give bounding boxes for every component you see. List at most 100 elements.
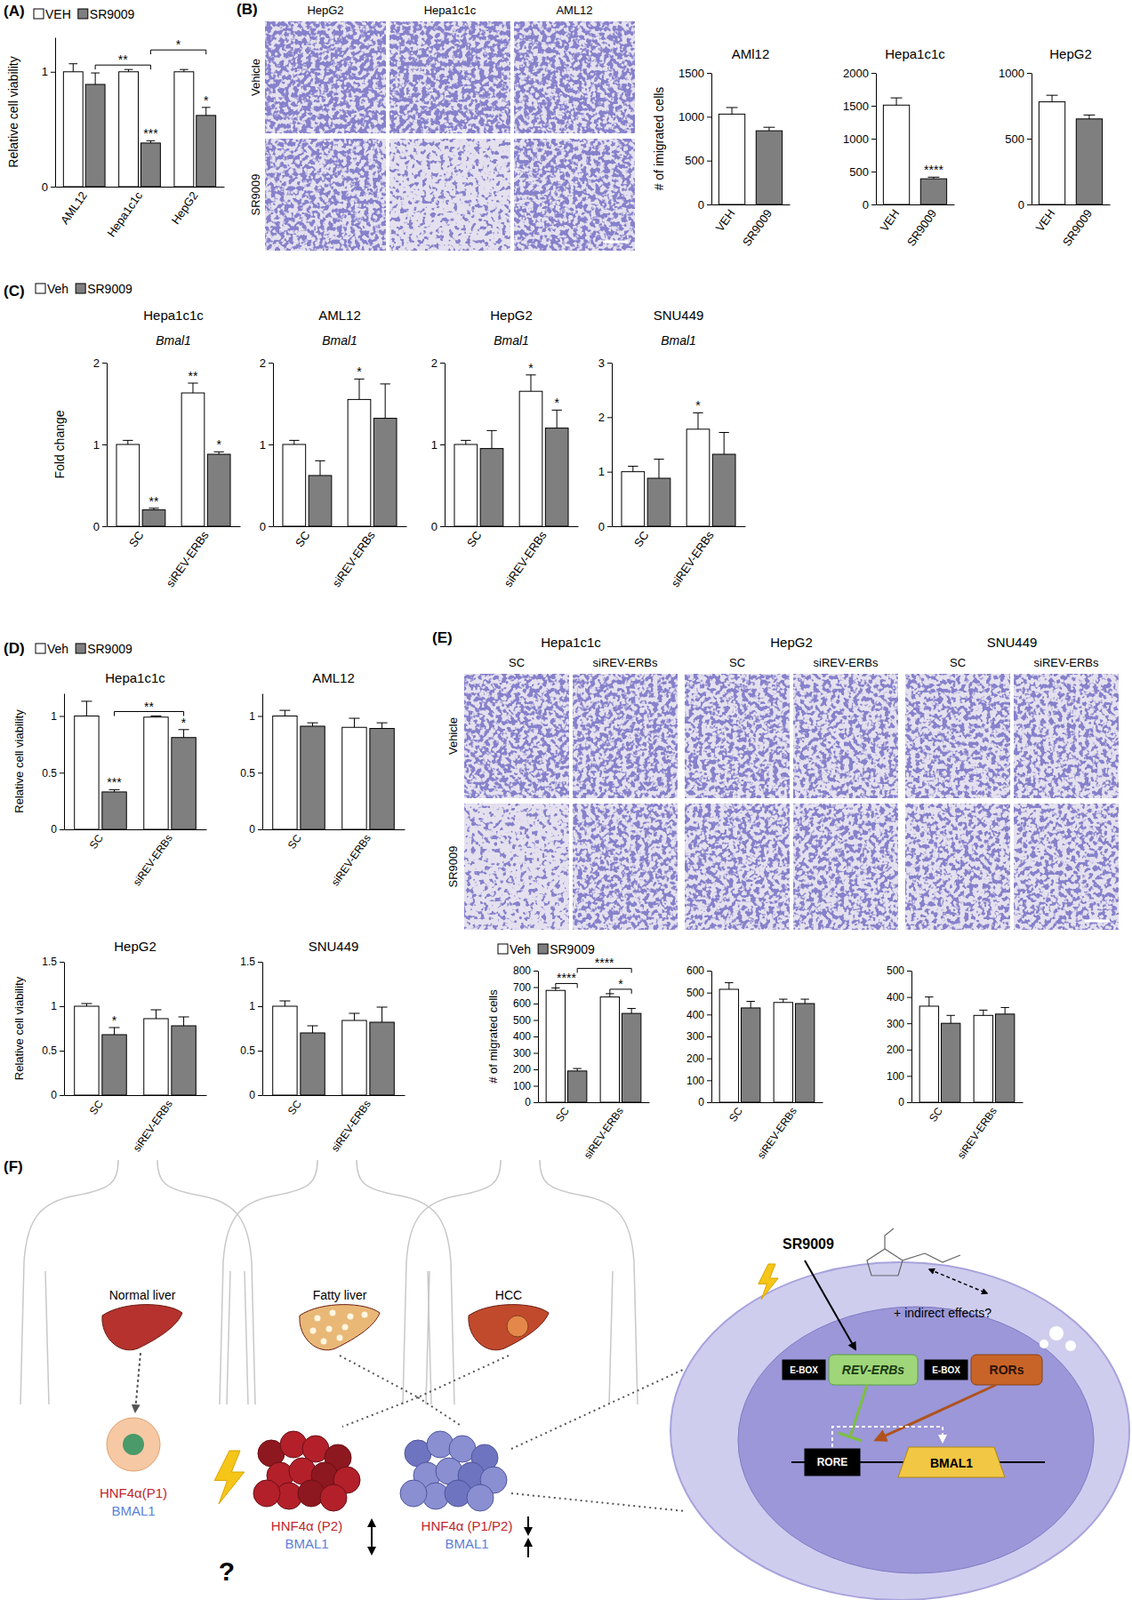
- image-group-title: SNU449: [987, 634, 1038, 651]
- y-tick-label: 1.5: [41, 955, 57, 969]
- x-tick-label: VEH: [1033, 207, 1059, 235]
- y-tick-mark: [533, 1102, 538, 1104]
- bar: [181, 393, 205, 527]
- legend-label: VEH: [45, 7, 72, 22]
- y-tick-label: 300: [886, 1018, 905, 1031]
- micrograph-background: [793, 674, 899, 799]
- y-tick: 3: [598, 356, 612, 370]
- bar: [686, 429, 710, 527]
- y-axis: 00.511.5: [41, 955, 65, 1102]
- legend-label: Veh: [509, 942, 531, 957]
- x-axis: SCsiREV-ERBs: [263, 1096, 406, 1156]
- micrograph-stain: [389, 138, 511, 251]
- bar: [342, 727, 367, 830]
- micrograph-stain: [1013, 674, 1119, 799]
- y-tick-mark: [533, 1003, 538, 1005]
- bar: [272, 716, 298, 831]
- image-column-label: HepG2: [306, 3, 344, 17]
- legend-label: SR9009: [549, 942, 595, 957]
- x-axis: VEHSR9009: [876, 205, 956, 249]
- error-bar: [572, 1068, 581, 1072]
- bar: [883, 104, 909, 205]
- significance-label: ***: [106, 775, 122, 790]
- error-bar: [1046, 95, 1059, 102]
- plot-area: [883, 97, 947, 205]
- inhibition-bar: [838, 1433, 862, 1442]
- y-tick: 300: [886, 1018, 912, 1031]
- y-tick-mark: [102, 526, 107, 528]
- legend-swatch: [33, 8, 44, 19]
- bar: [545, 428, 569, 527]
- y-tick-label: 0: [50, 1089, 57, 1102]
- chart: 00.51SCsiREV-ERBsAML12: [240, 670, 405, 889]
- chart-subtitle: Bmal1: [321, 333, 358, 348]
- y-tick-mark: [1027, 204, 1032, 206]
- y-tick-mark: [1027, 138, 1032, 140]
- chart: 012SCsiREV-ERBsHepa1c1cBmal1Fold changeV…: [35, 281, 241, 590]
- y-tick-mark: [50, 186, 56, 188]
- x-tick: AML12: [57, 189, 90, 227]
- element-label: RORE: [817, 1456, 849, 1470]
- x-tick-label: SC: [464, 529, 485, 550]
- y-tick: 2: [259, 356, 273, 370]
- lightning: [214, 1451, 245, 1505]
- connector: [339, 1356, 418, 1398]
- y-tick-mark: [706, 993, 712, 995]
- y-tick-label: 1: [50, 1000, 57, 1013]
- y-axis-title: # of imigrated cells: [651, 87, 667, 192]
- x-tick-label: SC: [285, 1098, 305, 1118]
- liver: [102, 1305, 183, 1351]
- y-tick: 0: [93, 520, 107, 534]
- y-axis-line: [711, 73, 713, 206]
- bar: [85, 84, 105, 187]
- y-tick-mark: [257, 1095, 263, 1097]
- micrograph-background: [905, 803, 1011, 931]
- bar: [740, 1008, 760, 1103]
- error-bar: [1000, 1007, 1009, 1014]
- error-bar: [179, 69, 189, 73]
- micrograph-background: [684, 803, 790, 931]
- y-axis-title: Relative cell viability: [12, 976, 26, 1081]
- fat-droplet: [321, 1339, 328, 1346]
- y-tick-mark: [59, 962, 65, 964]
- error-bar: [178, 1017, 190, 1027]
- y-tick-label: 2: [598, 410, 605, 425]
- error-bar: [122, 440, 133, 445]
- y-tick: 1: [248, 710, 263, 723]
- y-tick-mark: [907, 1023, 912, 1025]
- x-tick-label: SC: [285, 832, 305, 852]
- x-tick-label: SC: [126, 529, 147, 550]
- x-axis-line: [712, 204, 791, 206]
- y-tick-mark: [607, 362, 612, 364]
- y-tick-mark: [257, 1051, 263, 1052]
- x-tick-label: SR9009: [739, 207, 775, 249]
- significance-label: ****: [923, 162, 944, 177]
- element-box: [804, 1449, 860, 1477]
- activation: [875, 1385, 996, 1441]
- bar: [567, 1071, 587, 1103]
- y-tick-label: 0.5: [240, 767, 256, 780]
- error-bar: [348, 1013, 360, 1021]
- y-tick-mark: [907, 1075, 912, 1077]
- x-axis: SCsiREV-ERBs: [64, 830, 208, 890]
- y-tick-mark: [257, 1006, 263, 1008]
- y-tick: 1500: [842, 99, 876, 113]
- question-mark: ?: [218, 1557, 235, 1587]
- x-tick: siREV-ERBs: [754, 1105, 800, 1162]
- bar: [347, 399, 371, 527]
- legend-label: Veh: [47, 642, 69, 657]
- significance-label: *: [203, 93, 209, 108]
- y-tick-label: 0: [431, 520, 438, 534]
- y-axis-line: [64, 694, 65, 831]
- y-tick-mark: [607, 417, 612, 418]
- y-axis-line: [711, 971, 713, 1104]
- liver: [299, 1305, 380, 1351]
- x-axis-line: [876, 204, 956, 206]
- x-tick: siREV-ERBs: [130, 1098, 176, 1155]
- image-column-label: SC: [949, 656, 966, 670]
- y-tick-label: 1000: [998, 66, 1025, 81]
- y-tick: 0: [698, 198, 712, 212]
- y-tick-mark: [871, 72, 876, 74]
- x-tick: SC: [926, 1105, 946, 1125]
- y-tick-label: 200: [686, 1052, 705, 1066]
